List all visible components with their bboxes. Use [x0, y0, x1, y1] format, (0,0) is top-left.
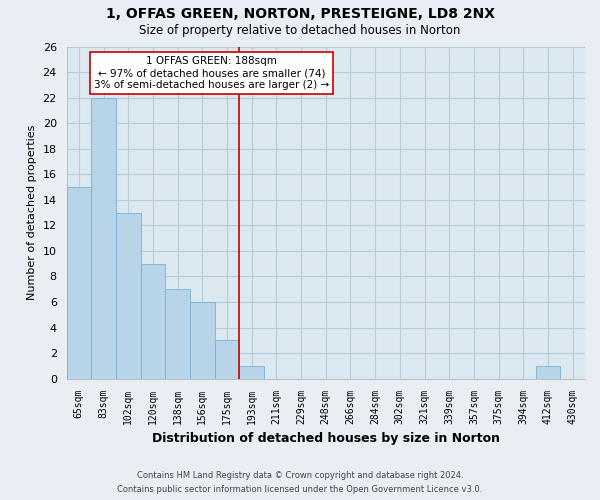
Y-axis label: Number of detached properties: Number of detached properties [27, 125, 37, 300]
Text: 1 OFFAS GREEN: 188sqm
← 97% of detached houses are smaller (74)
3% of semi-detac: 1 OFFAS GREEN: 188sqm ← 97% of detached … [94, 56, 329, 90]
Bar [536, 366, 560, 378]
Bar [239, 366, 264, 378]
Bar [140, 264, 165, 378]
X-axis label: Distribution of detached houses by size in Norton: Distribution of detached houses by size … [152, 432, 500, 445]
Bar [67, 187, 91, 378]
Bar [165, 290, 190, 378]
Bar [116, 212, 140, 378]
Text: Size of property relative to detached houses in Norton: Size of property relative to detached ho… [139, 24, 461, 37]
Text: Contains HM Land Registry data © Crown copyright and database right 2024.
Contai: Contains HM Land Registry data © Crown c… [118, 472, 482, 494]
Bar [215, 340, 239, 378]
Text: 1, OFFAS GREEN, NORTON, PRESTEIGNE, LD8 2NX: 1, OFFAS GREEN, NORTON, PRESTEIGNE, LD8 … [106, 8, 494, 22]
Bar [190, 302, 215, 378]
Bar [91, 98, 116, 378]
